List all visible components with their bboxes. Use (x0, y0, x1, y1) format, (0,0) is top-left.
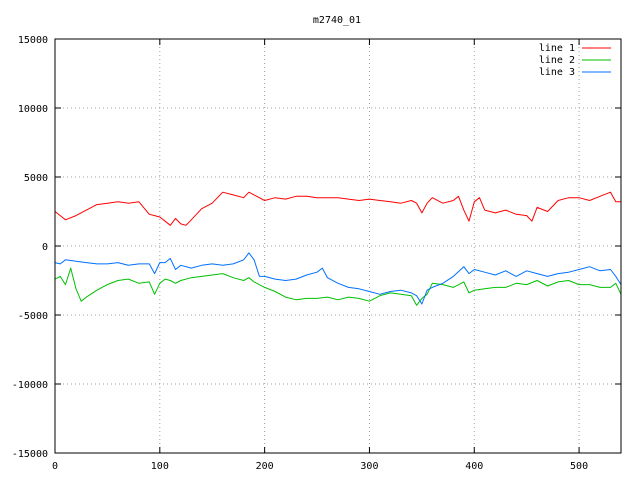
series-layer (54, 191, 622, 306)
legend-label: line 3 (539, 67, 575, 78)
grid-lines (55, 39, 621, 453)
series-line-3 (54, 252, 622, 305)
y-tick-label: -15000 (12, 449, 48, 460)
x-tick-label: 100 (151, 461, 169, 472)
y-tick-label: 15000 (18, 35, 48, 46)
y-tick-label: 10000 (18, 104, 48, 115)
x-tick-label: 0 (52, 461, 58, 472)
x-tick-label: 200 (256, 461, 274, 472)
y-tick-label: -5000 (18, 311, 48, 322)
x-tick-label: 300 (360, 461, 378, 472)
x-tick-label: 400 (465, 461, 483, 472)
series-line-2 (54, 267, 622, 306)
x-tick-label: 500 (570, 461, 588, 472)
y-tick-label: -10000 (12, 380, 48, 391)
axes: 0 100 200 300 400 500 -15000 -10000 -5000 0 5000 10… (12, 35, 621, 472)
y-tick-label: 0 (42, 242, 48, 253)
y-tick-label: 5000 (24, 173, 48, 184)
chart-title: m2740_01 (313, 15, 361, 26)
series-line-1 (54, 191, 621, 226)
legend-label: line 2 (539, 55, 575, 66)
legend-label: line 1 (539, 43, 575, 54)
